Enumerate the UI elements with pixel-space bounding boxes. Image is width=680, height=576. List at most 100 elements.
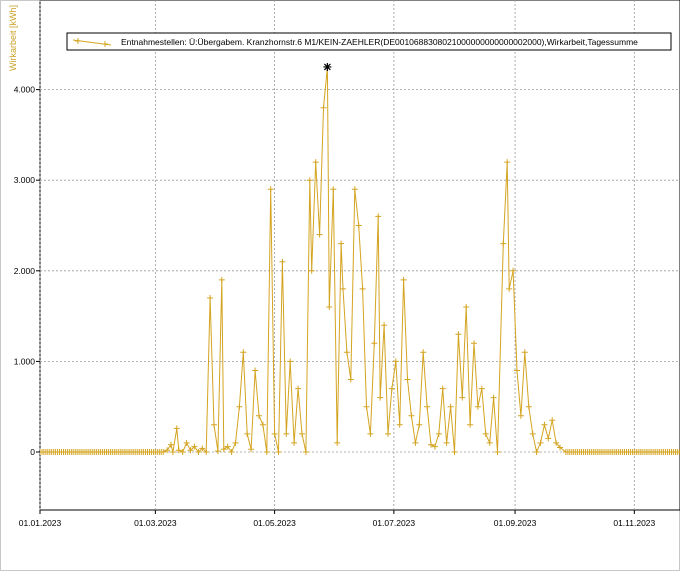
data-point xyxy=(424,403,431,410)
y-axis-label: Wirkarbeit [kWh] xyxy=(8,5,18,71)
data-point xyxy=(203,449,210,455)
x-tick-label: 01.11.2023 xyxy=(613,518,655,528)
data-point xyxy=(529,430,536,437)
data-point xyxy=(347,376,354,383)
data-point xyxy=(183,439,190,446)
data-point xyxy=(443,439,450,446)
data-point xyxy=(388,385,395,392)
y-tick-label: 2.000 xyxy=(14,266,36,276)
data-point xyxy=(308,267,315,274)
data-point xyxy=(474,403,481,410)
data-point xyxy=(248,446,255,453)
data-point xyxy=(302,449,309,455)
data-point xyxy=(207,295,214,301)
data-point xyxy=(549,417,556,424)
data-point xyxy=(500,240,507,247)
data-point xyxy=(510,267,517,274)
data-point xyxy=(259,421,266,428)
data-point xyxy=(218,276,225,283)
y-tick-label: 4.000 xyxy=(14,85,36,95)
data-point xyxy=(173,425,180,432)
data-point xyxy=(351,186,358,193)
data-point xyxy=(490,394,497,401)
data-point xyxy=(244,430,251,437)
plot-area xyxy=(39,0,680,511)
data-point xyxy=(169,449,176,455)
data-point xyxy=(486,439,493,446)
data-point xyxy=(371,340,378,347)
data-point xyxy=(164,447,171,454)
data-point xyxy=(316,231,323,238)
x-tick-label: 01.03.2023 xyxy=(134,518,177,528)
data-point xyxy=(428,441,434,448)
data-point xyxy=(295,385,302,392)
data-point xyxy=(557,444,563,451)
legend-swatch-marker xyxy=(102,41,108,47)
data-point xyxy=(236,403,243,410)
data-point xyxy=(459,394,466,401)
data-point xyxy=(504,159,511,166)
data-point xyxy=(175,447,182,454)
data-point xyxy=(525,403,532,410)
data-point xyxy=(330,186,337,193)
data-point xyxy=(199,445,206,452)
data-point xyxy=(179,449,186,455)
data-point xyxy=(412,439,419,446)
data-point xyxy=(220,446,227,453)
data-point xyxy=(447,403,454,410)
data-point xyxy=(340,285,346,292)
tick-layer: 0 1.000 2.000 3.000 4.000 01.01.2023 01.03.202… xyxy=(14,85,656,528)
legend-swatch-marker xyxy=(75,38,81,44)
data-point xyxy=(334,439,341,446)
data-point xyxy=(326,304,333,310)
marker-layer xyxy=(40,62,680,455)
data-point xyxy=(240,349,247,356)
data-point xyxy=(279,258,286,265)
data-point xyxy=(191,443,198,450)
data-point xyxy=(455,331,462,338)
data-point xyxy=(271,430,278,437)
y-tick-label: 1.000 xyxy=(14,356,36,366)
data-point xyxy=(506,285,513,292)
data-point xyxy=(396,421,403,428)
data-point xyxy=(553,439,560,446)
data-point xyxy=(228,449,235,455)
data-point xyxy=(435,430,442,437)
data-point xyxy=(375,213,382,220)
data-point xyxy=(355,222,362,229)
data-point xyxy=(214,448,221,455)
data-point xyxy=(545,435,552,442)
data-point xyxy=(431,443,438,450)
data-point xyxy=(287,358,294,365)
data-point xyxy=(478,385,485,392)
data-point xyxy=(494,449,501,455)
data-point xyxy=(541,421,548,428)
data-point xyxy=(363,403,370,410)
data-point xyxy=(463,304,470,310)
data-point xyxy=(256,412,262,419)
data-point xyxy=(514,367,520,374)
data-point xyxy=(439,385,446,392)
peak-marker xyxy=(323,62,332,71)
legend-entry: Entnahmestellen: Ü:Übergabem. Kranzhorns… xyxy=(121,37,638,47)
data-point xyxy=(416,421,423,428)
data-point xyxy=(195,449,202,455)
grid-layer xyxy=(39,0,680,510)
data-point xyxy=(533,449,540,455)
data-point xyxy=(160,449,167,455)
data-point xyxy=(187,447,194,454)
data-point xyxy=(232,439,239,446)
data-point xyxy=(517,412,524,419)
data-point xyxy=(420,349,427,356)
data-point xyxy=(471,340,477,347)
data-point xyxy=(275,449,282,455)
x-tick-label: 01.01.2023 xyxy=(19,518,62,528)
data-point xyxy=(224,443,231,450)
data-point xyxy=(283,430,290,437)
data-point xyxy=(306,177,313,184)
data-point xyxy=(168,441,174,448)
data-point xyxy=(267,186,274,193)
legend-box xyxy=(66,32,672,51)
legend: Entnahmestellen: Ü:Übergabem. Kranzhorns… xyxy=(66,32,672,51)
